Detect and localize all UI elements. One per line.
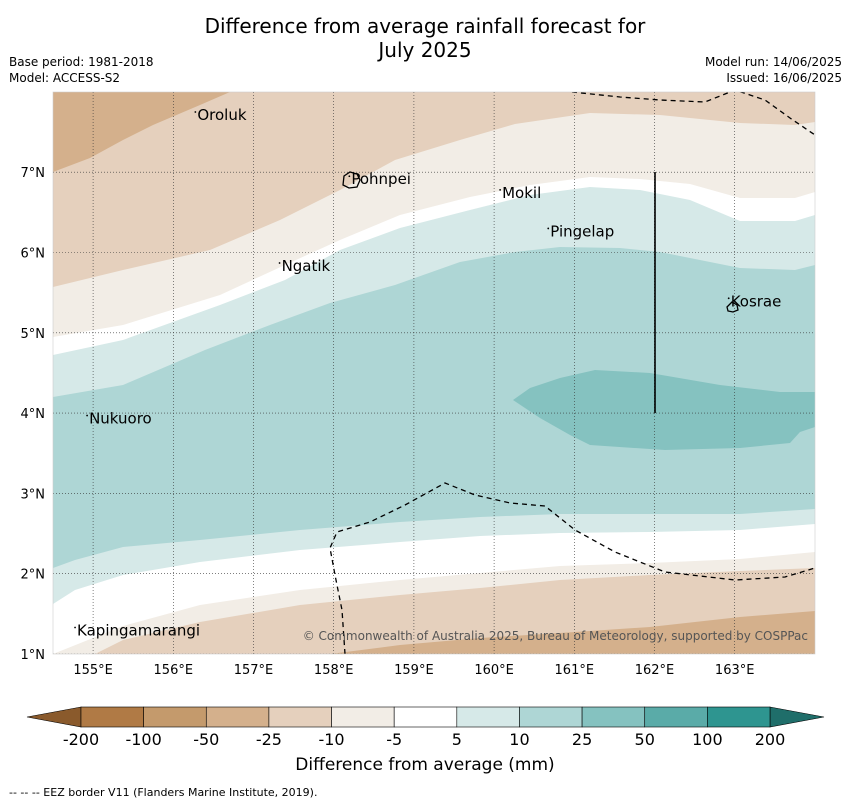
colorbar: -200 -100 -50 -25 -10 -5 5 10 25 50 100 200 xyxy=(26,706,825,749)
gridlines xyxy=(53,92,815,654)
colorbar-label: -5 xyxy=(386,730,402,749)
x-tick-label: 161°E xyxy=(555,663,595,678)
place-label-pohnpei: Pohnpei xyxy=(351,170,411,188)
place-marker xyxy=(499,188,502,191)
colorbar-title: Difference from average (mm) xyxy=(295,755,555,775)
y-tick-label: 3°N xyxy=(21,487,46,502)
place-label-mokil: Mokil xyxy=(502,184,541,202)
y-tick-label: 2°N xyxy=(21,568,46,583)
colorbar-swatch xyxy=(205,706,270,728)
y-tick-label: 1°N xyxy=(21,648,46,663)
map-area: Oroluk Pohnpei Mokil Pingelap Ngatik Kosrae Nu… xyxy=(53,92,815,654)
colorbar-swatch xyxy=(707,706,771,728)
place-marker xyxy=(727,297,730,300)
model-run: Model run: 14/06/2025 xyxy=(704,55,842,69)
issued-date: Issued: 16/06/2025 xyxy=(726,71,842,85)
colorbar-label: -25 xyxy=(256,730,282,749)
colorbar-label: -200 xyxy=(63,730,99,749)
x-tick-label: 163°E xyxy=(715,663,755,678)
colorbar-swatch xyxy=(519,706,583,728)
colorbar-label: 5 xyxy=(452,730,462,749)
place-labels: Oroluk Pohnpei Mokil Pingelap Ngatik Kosrae Nu… xyxy=(74,106,781,640)
meta-left: Base period: 1981-2018 Model: ACCESS-S2 xyxy=(9,54,154,86)
footer-legend: -- -- -- EEZ border V11 (Flanders Marine… xyxy=(9,786,318,799)
place-label-oroluk: Oroluk xyxy=(197,106,246,124)
colorbar-swatch xyxy=(331,706,395,728)
y-axis-ticks: 7°N 6°N 5°N 4°N 3°N 2°N 1°N xyxy=(21,166,46,663)
colorbar-swatch xyxy=(581,706,646,728)
model-name: Model: ACCESS-S2 xyxy=(9,71,121,85)
place-marker xyxy=(348,175,351,178)
colorbar-label: 25 xyxy=(572,730,592,749)
band-lower-minus50-25 xyxy=(330,611,815,654)
place-marker xyxy=(278,262,281,264)
colorbar-label: 200 xyxy=(755,730,786,749)
band-upper-minus25-10 xyxy=(53,92,815,287)
colorbar-swatch xyxy=(80,706,144,728)
copyright-text: © Commonwealth of Australia 2025, Bureau… xyxy=(303,629,808,643)
x-tick-label: 160°E xyxy=(474,663,514,678)
place-marker xyxy=(194,111,197,113)
eez-border-south xyxy=(329,482,815,654)
band-25-50 xyxy=(513,370,815,450)
place-marker xyxy=(86,414,88,417)
place-label-kapingamarangi: Kapingamarangi xyxy=(77,622,200,640)
title-line-1: Difference from average rainfall forecas… xyxy=(204,14,646,38)
title-line-2: July 2025 xyxy=(378,38,472,62)
colorbar-swatch xyxy=(143,706,207,728)
base-period: Base period: 1981-2018 xyxy=(9,55,154,69)
colorbar-swatch xyxy=(268,706,332,728)
colorbar-swatch xyxy=(393,706,458,728)
colorbar-label: -100 xyxy=(125,730,161,749)
x-tick-label: 157°E xyxy=(234,663,274,678)
place-label-pingelap: Pingelap xyxy=(550,222,614,240)
colorbar-label: -50 xyxy=(193,730,219,749)
pohnpei-island-outline xyxy=(342,171,361,189)
y-tick-label: 5°N xyxy=(21,327,46,342)
colorbar-swatch xyxy=(456,706,520,728)
place-label-kosrae: Kosrae xyxy=(731,292,782,310)
place-label-nukuoro: Nukuoro xyxy=(89,410,152,428)
y-tick-label: 7°N xyxy=(21,166,46,181)
place-marker xyxy=(74,626,76,629)
eez-border-north xyxy=(571,92,815,136)
x-tick-label: 158°E xyxy=(314,663,354,678)
meta-right: Model run: 14/06/2025 Issued: 16/06/2025 xyxy=(705,54,842,86)
x-tick-label: 155°E xyxy=(73,663,113,678)
colorbar-label: -10 xyxy=(318,730,344,749)
colorbar-high-arrow xyxy=(769,706,825,728)
kosrae-island-outline xyxy=(726,301,739,313)
colorbar-label: 10 xyxy=(509,730,529,749)
x-tick-label: 162°E xyxy=(635,663,675,678)
place-marker xyxy=(547,227,550,230)
x-tick-label: 156°E xyxy=(154,663,194,678)
colorbar-label: 100 xyxy=(692,730,723,749)
colorbar-label: 50 xyxy=(635,730,655,749)
band-upper-minus50-25 xyxy=(53,92,230,172)
colorbar-low-arrow xyxy=(26,706,82,728)
y-tick-label: 4°N xyxy=(21,407,46,422)
place-label-ngatik: Ngatik xyxy=(282,257,331,275)
colorbar-swatch xyxy=(644,706,708,728)
y-tick-label: 6°N xyxy=(21,247,46,262)
x-axis-ticks: 155°E 156°E 157°E 158°E 159°E 160°E 161°E 162°E… xyxy=(73,663,754,678)
x-tick-label: 159°E xyxy=(394,663,434,678)
map-frame xyxy=(52,91,816,655)
map-title: Difference from average rainfall forecas… xyxy=(0,14,850,62)
